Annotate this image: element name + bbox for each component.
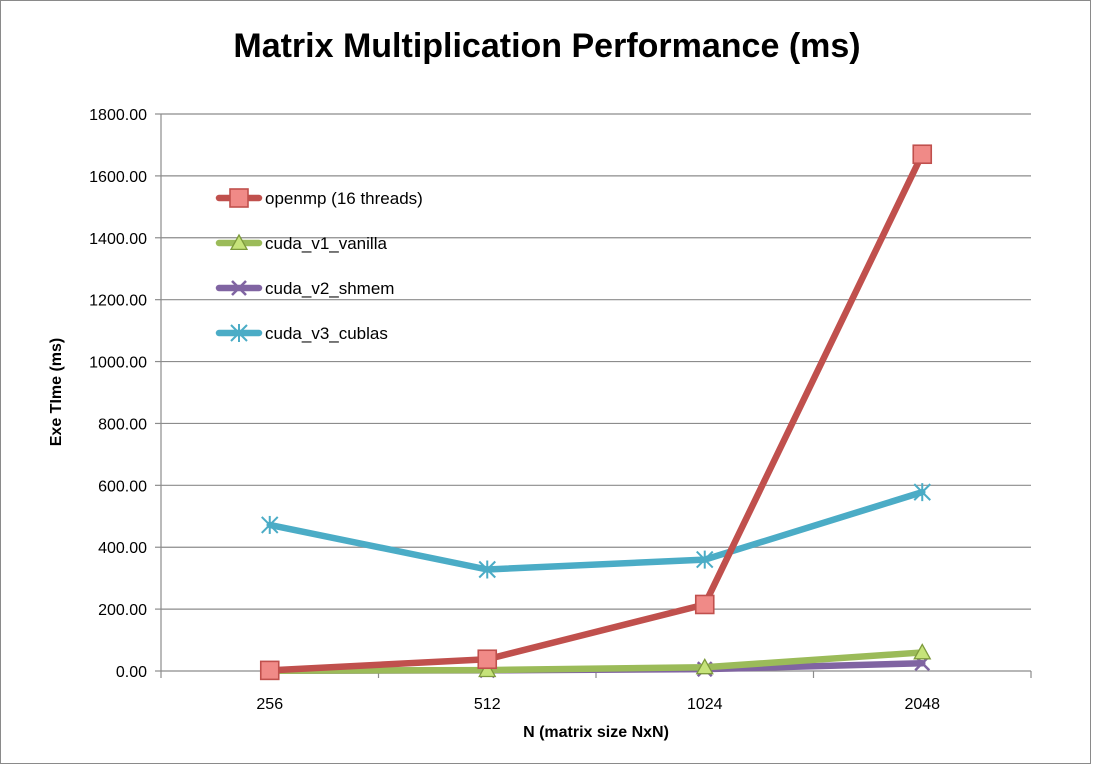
data-point-marker: [912, 144, 933, 165]
x-tick-label: 1024: [687, 696, 723, 713]
data-point-marker: [696, 550, 714, 569]
y-tick-label: 1600.00: [89, 169, 147, 186]
legend-item: cuda_v1_vanilla: [215, 233, 387, 253]
series-line: [266, 488, 926, 573]
y-axis-label: Exe TIme (ms): [48, 338, 65, 446]
data-point-marker: [229, 188, 249, 208]
y-tick-label: 1800.00: [89, 107, 147, 124]
legend-label: cuda_v3_cublas: [265, 324, 388, 343]
series-line: [266, 649, 926, 674]
data-point-marker: [261, 515, 279, 534]
legend-item: openmp (16 threads): [215, 188, 423, 208]
series-openmp-16-threads-: [259, 144, 933, 681]
data-point-marker: [478, 560, 496, 579]
y-tick-label: 200.00: [98, 602, 147, 619]
x-tick-label: 512: [474, 696, 501, 713]
data-point-marker: [231, 280, 247, 296]
data-point-marker: [259, 660, 280, 681]
grid-layer: [161, 113, 1031, 610]
data-point-marker: [913, 643, 932, 660]
data-point-marker: [477, 649, 498, 670]
y-tick-label: 1200.00: [89, 293, 147, 310]
x-axis-label: N (matrix size NxN): [523, 724, 669, 741]
data-point-marker: [478, 660, 497, 678]
legend: openmp (16 threads) cuda_v1_vanilla cuda_v…: [215, 188, 423, 343]
series-layer: [259, 144, 933, 681]
x-tick-labels: 256 512 1024 2048: [256, 696, 940, 713]
y-tick-label: 1400.00: [89, 231, 147, 248]
y-tick-label: 600.00: [98, 478, 147, 495]
legend-label: cuda_v1_vanilla: [265, 234, 387, 253]
legend-label: openmp (16 threads): [265, 189, 423, 208]
legend-item: cuda_v2_shmem: [215, 279, 394, 298]
legend-item: cuda_v3_cublas: [215, 324, 388, 343]
data-point-marker: [229, 233, 249, 251]
legend-label: cuda_v2_shmem: [265, 279, 394, 298]
y-tick-label: 1000.00: [89, 355, 147, 372]
y-tick-label: 400.00: [98, 540, 147, 557]
data-point-marker: [695, 657, 714, 675]
data-point-marker: [913, 483, 931, 502]
data-point-marker: [230, 324, 248, 342]
series-line: [266, 150, 926, 674]
x-tick-label: 2048: [904, 696, 940, 713]
data-point-marker: [694, 594, 715, 615]
x-tick-label: 256: [256, 696, 283, 713]
y-tick-labels: 0.00 200.00 400.00 600.00 800.00 1000.00 1200.…: [89, 107, 147, 681]
chart-title: Matrix Multiplication Performance (ms): [233, 27, 860, 65]
y-tick-label: 0.00: [116, 664, 147, 681]
y-tick-label: 800.00: [98, 416, 147, 433]
series-cuda-v3-cublas: [261, 483, 931, 579]
